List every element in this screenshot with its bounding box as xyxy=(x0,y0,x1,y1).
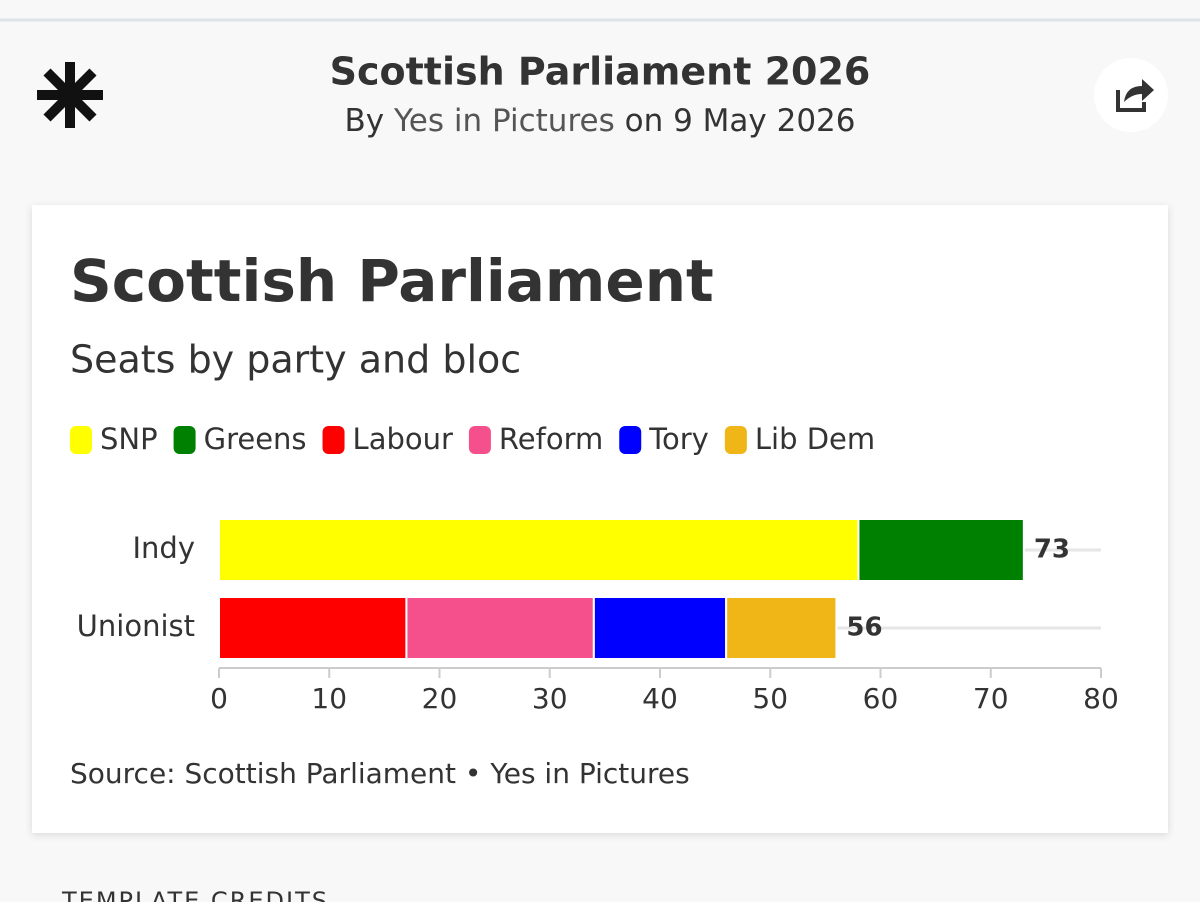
legend-label: Lib Dem xyxy=(755,422,875,456)
x-tick-label: 10 xyxy=(311,682,347,715)
legend-label: Labour xyxy=(353,422,453,456)
legend-swatch xyxy=(724,426,747,454)
x-tick-label: 50 xyxy=(752,682,788,715)
bar-segment xyxy=(725,596,838,660)
total-label: 73 xyxy=(1034,535,1070,565)
legend-label: SNP xyxy=(100,422,158,456)
logo-icon[interactable] xyxy=(37,62,103,128)
y-tick-label: Unionist xyxy=(77,609,195,643)
legend-swatch xyxy=(468,426,491,454)
total-label: 56 xyxy=(846,613,882,643)
page-title: Scottish Parliament 2026 xyxy=(330,50,871,94)
bar-segment xyxy=(857,518,1025,582)
legend-swatch xyxy=(619,426,642,454)
bar-segment xyxy=(218,596,408,660)
legend-label: Tory xyxy=(648,422,709,456)
legend: SNP Greens Labour Reform Tory Lib Dem xyxy=(70,422,875,456)
legend-label: Reform xyxy=(499,422,603,456)
chart-source: Source: Scottish Parliament • Yes in Pic… xyxy=(70,757,690,790)
bar-segment xyxy=(592,596,728,660)
bar-segment xyxy=(218,518,860,582)
x-tick-label: 40 xyxy=(642,682,678,715)
share-button[interactable] xyxy=(1094,58,1168,132)
y-tick-label: Indy xyxy=(132,531,195,565)
x-tick-label: 70 xyxy=(973,682,1009,715)
legend-label: Greens xyxy=(204,422,307,456)
template-credits: TEMPLATE CREDITS xyxy=(61,887,329,902)
legend-swatch xyxy=(173,426,196,454)
legend-swatch xyxy=(322,426,345,454)
x-tick-label: 0 xyxy=(210,682,228,715)
x-tick-label: 80 xyxy=(1083,682,1119,715)
byline-date: on 9 May 2026 xyxy=(625,103,856,139)
x-tick-label: 30 xyxy=(532,682,568,715)
legend-swatch xyxy=(70,426,92,454)
x-tick-label: 60 xyxy=(863,682,899,715)
plot: 0 10 20 30 40 50 60 70 80 Indy 73 Unionist 56 xyxy=(77,518,1119,715)
chart-title: Scottish Parliament xyxy=(70,247,714,315)
chart-subtitle: Seats by party and bloc xyxy=(70,338,521,382)
byline: By Yes in Pictures on 9 May 2026 xyxy=(344,103,855,139)
bar-segment xyxy=(405,596,595,660)
byline-author[interactable]: Yes in Pictures xyxy=(393,103,615,139)
x-tick-label: 20 xyxy=(422,682,458,715)
byline-by: By xyxy=(344,103,384,139)
